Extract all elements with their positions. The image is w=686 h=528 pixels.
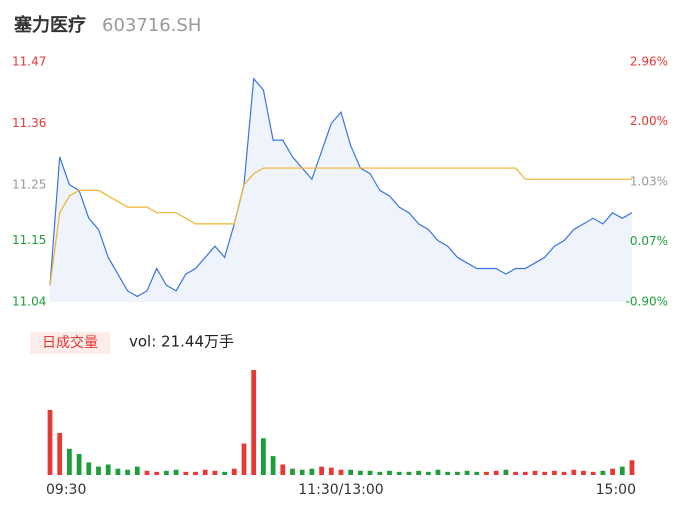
y-tick-label: 11.15 <box>12 233 46 247</box>
volume-bar <box>251 370 257 475</box>
volume-bar <box>387 470 392 475</box>
volume-bar <box>513 471 518 475</box>
volume-bar <box>154 471 160 475</box>
volume-bar <box>358 470 363 475</box>
y-tick-label: 11.36 <box>12 116 46 130</box>
volume-badge <box>30 332 110 354</box>
y2-tick-label: -0.90% <box>626 295 668 309</box>
y-tick-label: 11.25 <box>12 177 46 191</box>
volume-bar <box>144 470 150 475</box>
volume-bar <box>561 471 567 475</box>
volume-bar <box>552 470 557 475</box>
volume-bar <box>396 471 402 475</box>
y-tick-label: 11.04 <box>12 295 46 309</box>
volume-bar <box>96 466 101 475</box>
y2-tick-label: 0.07% <box>630 234 668 248</box>
x-tick-label: 15:00 <box>596 482 636 498</box>
volume-bar <box>47 409 53 475</box>
volume-bar <box>134 466 140 475</box>
volume-bar <box>241 443 247 475</box>
volume-bar <box>522 471 528 475</box>
volume-bar <box>406 471 412 475</box>
y-tick-label: 11.47 <box>12 55 46 69</box>
volume-bar <box>270 456 276 475</box>
volume-bar <box>280 464 286 475</box>
stock-name: 塞力医疗 <box>14 14 86 36</box>
volume-bar <box>57 433 63 475</box>
volume-bar <box>212 470 218 475</box>
volume-title: 日成交量 <box>42 334 98 351</box>
volume-bar <box>76 454 82 475</box>
volume-bar <box>164 470 169 475</box>
volume-bar <box>503 469 509 475</box>
volume-bar <box>416 470 421 475</box>
volume-bar <box>590 471 596 475</box>
volume-bar <box>455 471 460 475</box>
y2-tick-label: 2.00% <box>630 114 668 128</box>
stock-code: 603716.SH <box>102 15 201 36</box>
volume-bar <box>425 471 431 475</box>
volume-annotation: vol: 21.44万手 <box>129 333 234 351</box>
volume-bar <box>222 471 227 475</box>
volume-bar <box>445 471 451 475</box>
volume-bar <box>474 471 480 475</box>
volume-bar <box>299 469 305 475</box>
volume-bar <box>193 471 198 475</box>
volume-bar <box>125 469 130 475</box>
volume-bar <box>542 471 548 475</box>
price-line <box>49 77 633 298</box>
x-tick-label: 11:30/13:00 <box>298 482 383 498</box>
volume-bar <box>338 469 344 475</box>
x-tick-label: 09:30 <box>46 482 86 498</box>
volume-bar <box>183 471 189 475</box>
volume-bar <box>493 470 499 475</box>
volume-bar <box>328 467 334 475</box>
volume-bar <box>309 468 315 475</box>
volume-bar <box>261 438 266 475</box>
y2-tick-label: 1.03% <box>630 175 668 189</box>
volume-bar <box>231 468 237 475</box>
average-line <box>49 167 632 286</box>
volume-bar <box>67 448 72 475</box>
volume-bar <box>619 466 625 475</box>
volume-bar <box>377 471 383 475</box>
volume-bar <box>581 470 586 475</box>
volume-bar <box>629 460 635 475</box>
volume-bar <box>290 468 295 475</box>
volume-bar <box>86 462 92 475</box>
volume-bar <box>610 468 615 475</box>
volume-bar <box>600 470 606 475</box>
volume-bar <box>484 471 489 475</box>
volume-bar <box>464 470 470 475</box>
volume-bar <box>435 469 441 475</box>
volume-bar <box>348 469 354 475</box>
price-area <box>50 78 632 302</box>
volume-bar <box>319 466 324 475</box>
y2-tick-label: 2.96% <box>630 55 668 69</box>
volume-bar <box>105 464 111 475</box>
volume-bar <box>173 469 179 475</box>
volume-bar <box>202 469 208 475</box>
volume-bar <box>115 468 121 475</box>
volume-bar <box>532 470 538 475</box>
volume-bar <box>571 469 577 475</box>
volume-bar <box>367 470 373 475</box>
